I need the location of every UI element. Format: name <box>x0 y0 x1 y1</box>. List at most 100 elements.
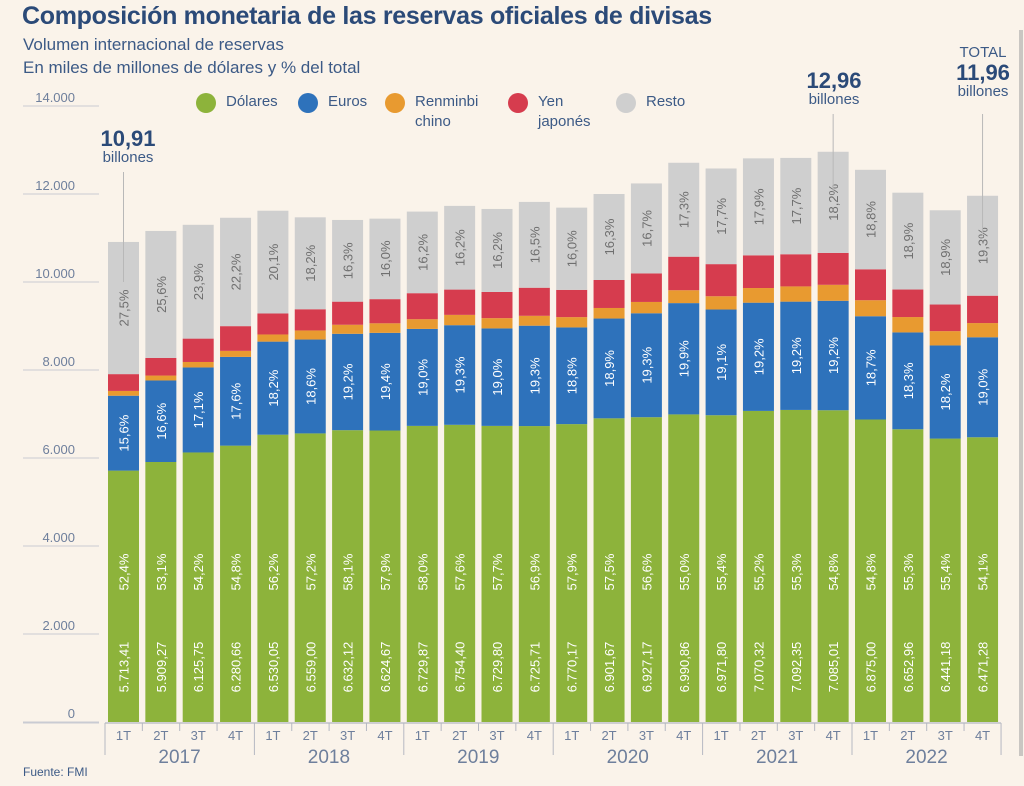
bar-segment-renminbi <box>892 317 924 333</box>
dolares-value-label: 6.754,40 <box>453 642 468 693</box>
bar-segment-resto <box>145 230 177 358</box>
x-tick-label: 1T <box>116 728 131 743</box>
legend-item-dolares: Dólares <box>196 92 278 113</box>
bar-segment-dolares <box>892 429 924 722</box>
bar-segment-dolares <box>929 438 961 722</box>
bar-segment-dolares <box>294 433 326 722</box>
x-tick-label: 4T <box>975 728 990 743</box>
x-tick-label: 1T <box>714 728 729 743</box>
bar-segment-yen <box>257 313 289 335</box>
bar-segment-yen <box>929 304 961 332</box>
y-tick-label: 14.000 <box>35 90 75 105</box>
resto-pct-label: 16,5% <box>527 226 542 263</box>
x-year-label: 2021 <box>756 747 798 768</box>
bar-segment-renminbi <box>257 334 289 342</box>
bar-segment-yen <box>481 291 513 319</box>
x-tick-label: 2T <box>303 728 318 743</box>
resto-pct-label: 27,5% <box>117 289 132 326</box>
legend-label: Dólares <box>226 93 278 110</box>
x-tick-label: 2T <box>900 728 915 743</box>
x-year-label: 2022 <box>905 747 947 768</box>
bar-segment-renminbi <box>182 361 214 368</box>
bar-segment-euros <box>855 316 886 420</box>
bar-segment-euros <box>220 356 252 446</box>
bar-segment-dolares <box>817 410 849 722</box>
dolares-value-label: 6.725,71 <box>527 642 542 693</box>
dolares-value-label: 7.070,32 <box>751 642 766 693</box>
legend-item-yen: Yen japonés <box>508 92 591 132</box>
bar-segment-yen <box>406 293 438 320</box>
dolares-value-label: 6.729,80 <box>490 642 505 693</box>
bar-segment-yen <box>780 254 812 287</box>
bar-segment-yen <box>668 256 700 291</box>
x-tick-label: 3T <box>489 728 504 743</box>
dolares-pct-label: 54,8% <box>864 553 879 590</box>
resto-pct-label: 16,7% <box>639 210 654 247</box>
dolares-pct-label: 56,6% <box>639 553 654 590</box>
resto-pct-label: 19,3% <box>976 227 991 264</box>
resto-pct-label: 16,3% <box>602 218 617 255</box>
bar-segment-yen <box>145 357 177 376</box>
legend-swatch-yen <box>508 93 528 113</box>
dolares-pct-label: 56,2% <box>266 553 281 590</box>
resto-pct-label: 18,2% <box>303 244 318 281</box>
dolares-pct-label: 54,8% <box>229 553 244 590</box>
legend-item-resto: Resto <box>616 92 685 113</box>
legend-swatch-resto <box>616 93 636 113</box>
x-tick-label: 3T <box>788 728 803 743</box>
bar-segment-resto <box>855 169 886 270</box>
euros-pct-label: 19,9% <box>677 340 692 377</box>
bar-segment-yen <box>444 289 476 315</box>
bar-segment-euros <box>108 395 139 471</box>
bar-segment-euros <box>294 339 326 434</box>
bar-segment-resto <box>518 201 550 288</box>
bar-segment-renminbi <box>108 390 139 396</box>
bar-segment-dolares <box>518 426 550 722</box>
dolares-value-label: 6.280,66 <box>229 642 244 693</box>
bar-segment-euros <box>556 327 588 425</box>
dolares-value-label: 6.875,00 <box>864 642 879 693</box>
legend-label: Renminbi chino <box>415 93 479 130</box>
chart-subtitle: Volumen internacional de reservas <box>23 35 284 54</box>
x-tick-label: 2T <box>452 728 467 743</box>
bar-segment-resto <box>668 162 700 257</box>
dolares-pct-label: 57,7% <box>490 553 505 590</box>
bar-segment-yen <box>855 269 886 301</box>
euros-pct-label: 19,2% <box>751 338 766 375</box>
annotation-unit: billones <box>957 83 1009 100</box>
dolares-value-label: 5.713,41 <box>117 642 132 693</box>
bar-segment-renminbi <box>220 350 252 357</box>
x-tick-label: 2T <box>751 728 766 743</box>
legend-swatch-dolares <box>196 93 216 113</box>
bar-segment-dolares <box>593 418 625 722</box>
chart-units-note: En miles de millones de dólares y % del … <box>23 58 361 77</box>
euros-pct-label: 18,2% <box>938 373 953 410</box>
resto-pct-label: 18,2% <box>826 183 841 220</box>
y-tick-label: 6.000 <box>42 442 75 457</box>
x-tick-label: 1T <box>415 728 430 743</box>
resto-pct-label: 16,2% <box>415 234 430 271</box>
euros-pct-label: 19,3% <box>453 356 468 393</box>
bar-segment-yen <box>108 374 139 391</box>
bar-segment-euros <box>369 332 401 431</box>
resto-pct-label: 18,9% <box>938 239 953 276</box>
bar-segment-renminbi <box>705 296 737 310</box>
bar-segment-renminbi <box>332 324 364 334</box>
bar-segment-renminbi <box>630 301 662 314</box>
dolares-value-label: 6.901,67 <box>602 642 617 693</box>
legend-label: Resto <box>646 93 686 110</box>
bar-segment-resto <box>556 207 588 290</box>
resto-pct-label: 23,9% <box>191 263 206 300</box>
bar-segment-yen <box>182 338 214 362</box>
dolares-pct-label: 55,0% <box>677 553 692 590</box>
dolares-value-label: 7.092,35 <box>789 642 804 693</box>
bar-segment-euros <box>630 313 662 418</box>
bar-segment-resto <box>593 194 625 280</box>
dolares-pct-label: 55,2% <box>751 553 766 590</box>
resto-pct-label: 22,2% <box>229 253 244 290</box>
resto-pct-label: 17,7% <box>789 187 804 224</box>
bar-segment-renminbi <box>518 315 550 326</box>
bar-segment-renminbi <box>742 288 774 303</box>
x-year-label: 2017 <box>158 747 200 768</box>
dolares-value-label: 6.125,75 <box>191 642 206 693</box>
